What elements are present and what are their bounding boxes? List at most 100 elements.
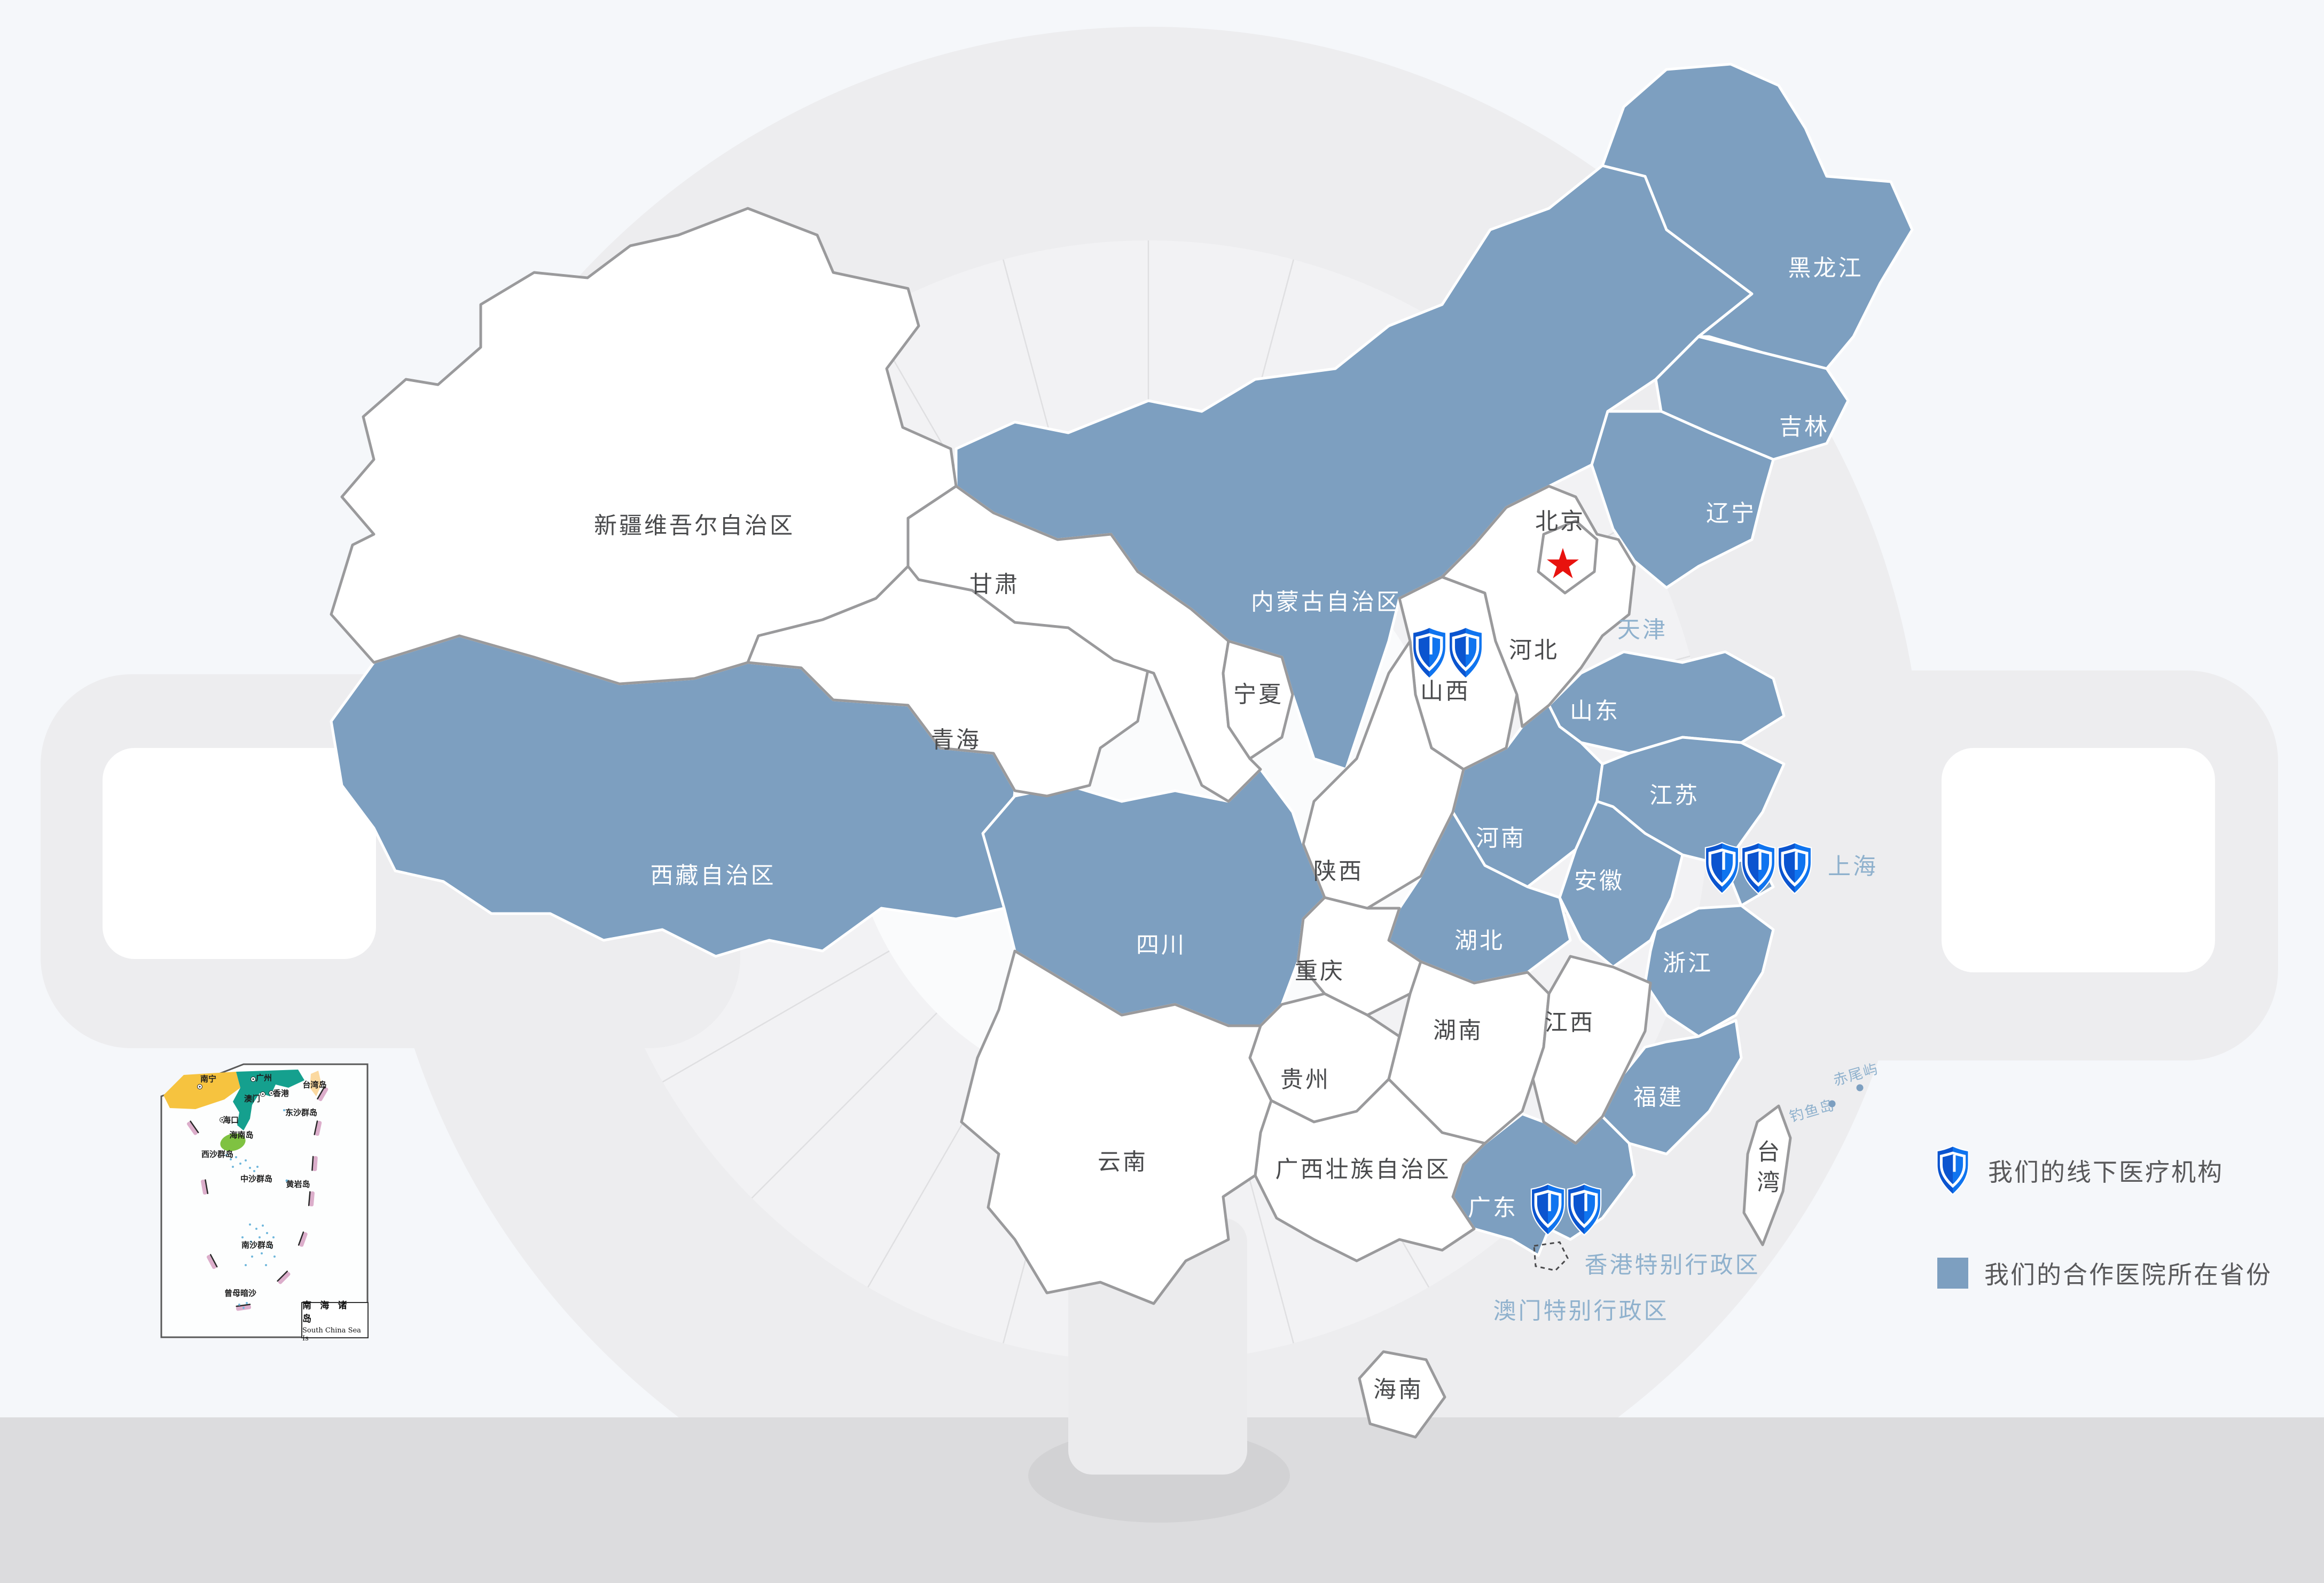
institution-markers-广东 [1530,1183,1602,1236]
inset-title-cn: 南 海 诸 岛 [302,1300,350,1324]
inset-label-香港: 香港 [272,1089,289,1098]
inset-title-en: South China Sea Is [302,1327,361,1343]
province-liaoning [1590,410,1775,589]
inset-label-黄岩岛: 黄岩岛 [286,1180,310,1189]
label-北京: 北京 [1535,509,1585,535]
shield-icon [1774,841,1815,895]
label-福建: 福建 [1633,1085,1684,1111]
inset-region-guangdong [233,1070,304,1130]
label-江西: 江西 [1545,1010,1595,1036]
label-宁夏: 宁夏 [1233,682,1284,708]
shield-icon [1409,626,1450,680]
label-西藏自治区: 西藏自治区 [650,863,776,889]
label-江苏: 江苏 [1649,783,1700,809]
赤尾屿-dot [1856,1084,1864,1091]
province-heilongjiang [1601,63,1914,370]
legend-label-offline-institution: 我们的线下医疗机构 [1988,1158,2224,1186]
label-湖北: 湖北 [1454,928,1505,954]
inset-label-广州: 广州 [255,1074,272,1083]
right-panel-screen [1942,748,2215,972]
left-panel-screen [103,748,376,959]
inset-region-hainan [220,1133,246,1151]
label-河北: 河北 [1509,637,1559,664]
inset-label-海南岛: 海南岛 [229,1131,254,1140]
inset-city-dot-广州 [251,1077,256,1082]
label-内蒙古自治区: 内蒙古自治区 [1251,589,1402,615]
钓鱼岛-dot [1828,1100,1836,1108]
province-anhui [1558,800,1684,969]
inset-label-海口: 海口 [222,1116,239,1125]
label-云南: 云南 [1098,1149,1148,1175]
province-taiwan [1742,1104,1792,1246]
inset-label-东沙群岛: 东沙群岛 [285,1109,318,1118]
inset-nine-dash-line [186,1086,328,1311]
province-beijing [1537,519,1599,595]
legend-label-partner-province: 我们的合作医院所在省份 [1984,1261,2272,1289]
legend-item-partner-province: 我们的合作医院所在省份 [1934,1256,2272,1291]
label-澳门特别行政区: 澳门特别行政区 [1493,1298,1669,1324]
label-重庆: 重庆 [1295,958,1345,985]
institution-markers-山西 [1411,626,1484,680]
province-guangxi [1254,1078,1486,1262]
institution-markers-上海 [1704,841,1813,895]
inset-island-dots [225,1109,291,1309]
shield-icon [1738,841,1779,895]
inset-label-澳门: 澳门 [244,1095,261,1104]
inset-label-南沙群岛: 南沙群岛 [241,1241,274,1250]
legend-swatch-partner-province [1937,1258,1968,1289]
province-xinjiang [330,207,958,685]
label-四川: 四川 [1136,932,1186,958]
label-河南: 河南 [1476,825,1526,852]
label-山西: 山西 [1420,679,1470,705]
south-china-sea-inset: 南宁 广州 香港 澳门 台湾岛 东沙群岛 海口 海南岛 西沙群岛 中沙群岛 黄岩岛 南沙群岛 曾母暗沙 … [160,1063,369,1343]
label-安徽: 安徽 [1574,868,1624,894]
label-黑龙江: 黑龙江 [1788,255,1864,282]
label-湖南: 湖南 [1433,1018,1483,1044]
shield-icon [1528,1183,1568,1236]
inset-label-南宁: 南宁 [200,1075,217,1084]
inset-city-dot-南宁 [197,1084,202,1089]
inset-map [160,1063,369,1338]
province-shaanxi [1302,640,1465,910]
label-广西壮族自治区: 广西壮族自治区 [1275,1157,1451,1183]
province-zhejiang [1644,904,1775,1038]
label-上海: 上海 [1828,854,1878,880]
province-jilin [1654,335,1850,461]
inset-label-曾母暗沙: 曾母暗沙 [224,1289,257,1298]
label-辽宁: 辽宁 [1706,501,1756,527]
province-jiangxi [1531,955,1652,1145]
label-陕西: 陕西 [1313,859,1364,885]
province-yunnan [960,949,1273,1305]
province-hainan [1358,1350,1446,1439]
capital-star-beijing: ★ [1544,540,1582,588]
label-吉林: 吉林 [1779,414,1829,440]
label-台湾: 台湾 [1753,1140,1779,1200]
label-海南: 海南 [1373,1377,1423,1403]
shield-icon [1702,841,1742,895]
label-浙江: 浙江 [1663,950,1713,977]
legend-item-offline-institution: 我们的线下医疗机构 [1934,1145,2272,1196]
label-天津: 天津 [1617,617,1668,643]
shield-icon [1445,626,1486,680]
label-广东: 广东 [1468,1195,1518,1221]
province-gansu [906,485,1262,803]
label-青海: 青海 [931,727,981,753]
inset-city-dot-海口 [220,1117,225,1122]
inset-city-dot-香港 [269,1090,274,1096]
inset-region-taiwan [310,1071,322,1096]
shield-icon [1934,1145,1972,1196]
inset-city-dot-澳门 [260,1091,265,1097]
label-新疆维吾尔自治区: 新疆维吾尔自治区 [594,513,795,539]
legend: 我们的线下医疗机构 我们的合作医院所在省份 [1934,1145,2272,1291]
province-fujian [1601,1019,1743,1156]
label-香港特别行政区: 香港特别行政区 [1584,1252,1760,1278]
province-ningxia [1222,640,1294,760]
label-山东: 山东 [1570,698,1620,724]
label-甘肃: 甘肃 [969,572,1020,598]
inset-region-guangxi [163,1072,240,1109]
shield-icon [1564,1183,1605,1236]
